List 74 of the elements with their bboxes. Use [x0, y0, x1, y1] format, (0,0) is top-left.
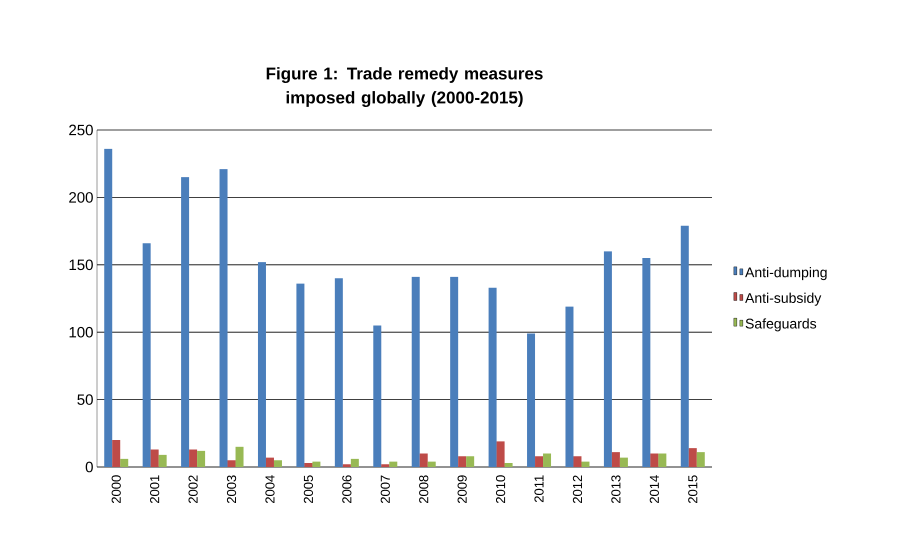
bar — [296, 284, 304, 467]
x-tick-label: 2010 — [496, 475, 506, 504]
bar — [112, 440, 120, 467]
bar — [373, 325, 382, 467]
bar — [274, 460, 282, 467]
bar — [504, 462, 513, 467]
bar — [420, 454, 428, 467]
bar — [458, 456, 466, 467]
chart-title: Figure 1: Trade remedy measures imposed globally (2000-2015) — [266, 67, 543, 107]
bar — [342, 464, 351, 467]
y-tick-label: 100 — [70, 326, 93, 338]
bar — [535, 456, 544, 467]
x-tick-label: 2011 — [534, 475, 544, 502]
bar — [312, 462, 320, 467]
bar — [527, 334, 536, 467]
bar — [197, 450, 206, 467]
y-tick-label: 150 — [70, 259, 93, 270]
bar — [428, 462, 436, 467]
x-tick-label: 2000 — [112, 475, 121, 504]
bar — [220, 169, 228, 467]
x-tick-label: 2005 — [304, 475, 314, 504]
bar — [120, 458, 128, 467]
bar — [612, 452, 620, 467]
bar — [236, 446, 244, 467]
x-tick-label: 2013 — [611, 475, 621, 504]
bar — [642, 258, 650, 467]
legend-label: Anti-subsidy — [745, 292, 822, 306]
bar — [142, 243, 151, 467]
y-tick-label: 0 — [86, 462, 93, 472]
x-tick-label: 2014 — [650, 475, 659, 504]
bar — [412, 276, 420, 467]
y-tick-label: 250 — [69, 124, 93, 136]
bar — [389, 462, 398, 467]
bar — [581, 462, 590, 467]
x-tick-label: 2002 — [188, 475, 198, 504]
bar — [496, 441, 505, 467]
x-tick-label: 2006 — [342, 475, 352, 504]
bar — [565, 306, 574, 467]
bar — [381, 464, 390, 467]
bar — [181, 177, 190, 467]
bar — [304, 462, 312, 467]
bar — [450, 276, 458, 467]
x-tick-label: 2012 — [572, 475, 582, 504]
bar — [228, 460, 236, 467]
x-tick-label: 2004 — [265, 475, 275, 504]
x-tick-label: 2007 — [380, 475, 390, 504]
bar — [543, 454, 552, 467]
x-tick-label: 2001 — [150, 475, 160, 504]
bar — [266, 458, 274, 467]
bar — [466, 456, 474, 467]
bar — [680, 226, 689, 467]
legend-label: Anti-dumping — [745, 267, 827, 280]
bar — [488, 288, 497, 467]
x-tick-label: 2009 — [458, 475, 467, 504]
x-tick-label: 2008 — [419, 475, 428, 504]
x-tick-label: 2003 — [226, 475, 236, 504]
bar — [334, 278, 343, 467]
y-tick-label: 200 — [69, 192, 93, 203]
bar — [150, 449, 159, 467]
bar — [658, 454, 666, 467]
y-tick-label: 50 — [77, 394, 93, 405]
bar — [650, 454, 658, 467]
x-tick-label: 2015 — [688, 475, 698, 504]
bar — [620, 458, 628, 467]
bar — [104, 148, 112, 467]
bar — [604, 251, 612, 467]
bar — [189, 449, 198, 467]
legend-label: Safeguards — [746, 318, 816, 332]
bar — [696, 452, 705, 467]
bar — [258, 262, 266, 467]
bar — [158, 454, 167, 467]
bar — [688, 448, 697, 467]
bar — [573, 456, 582, 467]
bar — [350, 458, 359, 467]
